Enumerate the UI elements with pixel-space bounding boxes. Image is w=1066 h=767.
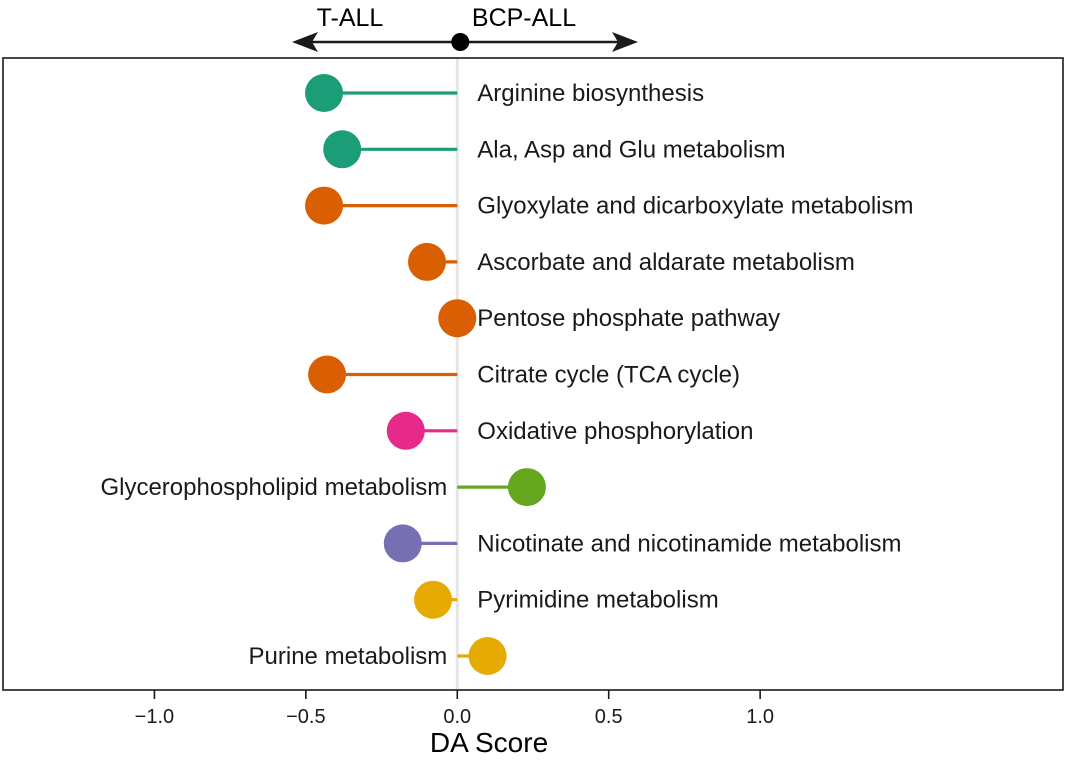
lollipop-item: Glyoxylate and dicarboxylate metabolism xyxy=(305,186,914,225)
x-tick-label: 1.0 xyxy=(746,706,774,728)
direction-indicator: T-ALL BCP-ALL xyxy=(292,4,638,52)
lollipop-item: Ascorbate and aldarate metabolism xyxy=(408,242,855,281)
lollipop-item: Nicotinate and nicotinamide metabolism xyxy=(383,524,902,563)
pathway-label: Nicotinate and nicotinamide metabolism xyxy=(477,530,901,557)
pathway-label: Ala, Asp and Glu metabolism xyxy=(477,136,785,163)
x-tick-label: −1.0 xyxy=(135,706,174,728)
lollipop-point xyxy=(386,411,425,450)
x-tick-label: −0.5 xyxy=(286,706,325,728)
lollipop-point xyxy=(468,637,507,675)
lollipop-point xyxy=(414,580,453,619)
lollipop-item: Purine metabolism xyxy=(249,637,507,675)
lollipop-item: Citrate cycle (TCA cycle) xyxy=(308,355,740,394)
lollipop-item: Glycerophospholipid metabolism xyxy=(100,468,546,507)
pathway-label: Citrate cycle (TCA cycle) xyxy=(477,362,740,389)
direction-left-label: T-ALL xyxy=(317,4,384,32)
lollipop-item: Ala, Asp and Glu metabolism xyxy=(323,130,785,169)
lollipop-point xyxy=(408,242,446,281)
lollipop-point xyxy=(438,299,477,338)
lollipop-item: Oxidative phosphorylation xyxy=(386,411,753,450)
pathway-label: Ascorbate and aldarate metabolism xyxy=(477,249,855,276)
x-tick-label: 0.0 xyxy=(443,706,471,728)
pathway-label: Glyoxylate and dicarboxylate metabolism xyxy=(477,193,913,220)
pathway-label: Oxidative phosphorylation xyxy=(477,418,753,445)
pathway-label: Pentose phosphate pathway xyxy=(477,305,780,332)
direction-right-label: BCP-ALL xyxy=(472,4,576,32)
lollipop-item: Arginine biosynthesis xyxy=(305,74,704,112)
x-axis-title: DA Score xyxy=(430,727,548,758)
lollipop-point xyxy=(305,74,344,112)
plot-marks: Arginine biosynthesis Ala, Asp and Glu me… xyxy=(100,59,914,689)
lollipop-point xyxy=(323,130,362,169)
lollipop-point xyxy=(308,355,347,394)
lollipop-point xyxy=(507,468,546,507)
x-axis: −1.0 −0.5 0.0 0.5 1.0 xyxy=(135,690,774,728)
direction-arrow-left-head xyxy=(292,32,318,52)
direction-center-dot xyxy=(451,33,470,51)
pathway-label: Glycerophospholipid metabolism xyxy=(100,474,447,501)
pathway-label: Purine metabolism xyxy=(249,643,448,670)
plot-panel-border xyxy=(2,57,1064,691)
lollipop-point xyxy=(305,186,344,225)
pathway-label: Arginine biosynthesis xyxy=(477,80,704,107)
lollipop-point xyxy=(383,524,422,563)
direction-arrow-right-head xyxy=(612,32,638,52)
pathway-label: Pyrimidine metabolism xyxy=(477,587,718,614)
lollipop-item: Pentose phosphate pathway xyxy=(438,299,780,338)
lollipop-item: Pyrimidine metabolism xyxy=(414,580,719,619)
x-tick-label: 0.5 xyxy=(595,706,623,728)
